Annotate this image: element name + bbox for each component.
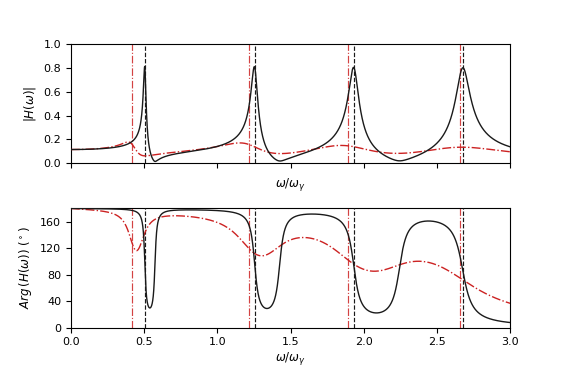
- Y-axis label: $|H(\omega)|$: $|H(\omega)|$: [22, 85, 38, 122]
- X-axis label: $\omega/\omega_\gamma$: $\omega/\omega_\gamma$: [275, 350, 306, 367]
- X-axis label: $\omega/\omega_\gamma$: $\omega/\omega_\gamma$: [275, 176, 306, 193]
- Y-axis label: $Arg\,(H(\omega))$ ($^\circ$): $Arg\,(H(\omega))$ ($^\circ$): [18, 227, 35, 309]
